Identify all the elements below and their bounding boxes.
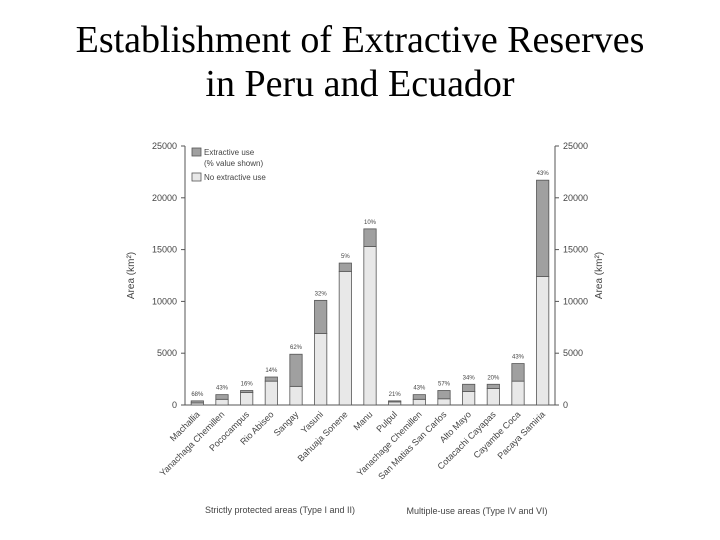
bar-extractive xyxy=(215,394,229,400)
bar-no-extractive xyxy=(314,333,328,406)
bar-extractive xyxy=(240,390,254,393)
bar-extractive xyxy=(437,390,451,400)
bar-extractive xyxy=(363,228,377,247)
y-axis-title-right: Area (km²) xyxy=(594,252,605,299)
bar-percent-label: 20% xyxy=(487,375,500,381)
y-tick-label-right: 15000 xyxy=(563,245,588,255)
y-tick-label-right: 10000 xyxy=(563,296,588,306)
bar-percent-label: 5% xyxy=(341,254,350,260)
bar-no-extractive xyxy=(388,401,402,406)
y-tick-label-left: 25000 xyxy=(152,141,177,151)
legend-swatch-extractive xyxy=(191,147,202,157)
bar-percent-label: 43% xyxy=(216,386,229,392)
bar-percent-label: 62% xyxy=(290,345,303,351)
legend-label-extractive: Extractive use xyxy=(204,148,255,157)
slide-title: Establishment of Extractive Reserves in … xyxy=(0,18,720,106)
y-tick-label-right: 25000 xyxy=(563,141,588,151)
bar-extractive xyxy=(190,400,204,404)
y-tick-label-left: 0 xyxy=(172,400,177,410)
y-tick-label-left: 15000 xyxy=(152,245,177,255)
slide-title-line2: in Peru and Ecuador xyxy=(205,63,515,105)
bar-extractive xyxy=(462,383,476,392)
y-tick-label-left: 5000 xyxy=(157,348,177,358)
bar-extractive xyxy=(338,262,352,272)
y-tick-label-left: 20000 xyxy=(152,193,177,203)
slide-title-line1: Establishment of Extractive Reserves xyxy=(75,19,645,61)
bar-percent-label: 21% xyxy=(389,392,402,398)
bar-no-extractive xyxy=(486,388,500,406)
bar-percent-label: 68% xyxy=(191,392,204,398)
bar-extractive xyxy=(412,394,426,400)
y-tick-label-left: 10000 xyxy=(152,296,177,306)
y-tick-label-right: 5000 xyxy=(563,348,583,358)
bar-extractive xyxy=(486,383,500,389)
bar-extractive xyxy=(536,179,550,277)
group-label-multiple: Multiple-use areas (Type IV and VI) xyxy=(406,506,547,516)
bar-extractive xyxy=(388,400,402,403)
x-category-label: Sangay xyxy=(272,409,301,438)
y-tick-label-right: 0 xyxy=(563,400,568,410)
legend-label-no-extractive: No extractive use xyxy=(204,173,266,182)
bar-no-extractive xyxy=(215,398,229,406)
bar-no-extractive xyxy=(363,246,377,406)
bar-no-extractive xyxy=(289,385,303,406)
bar-no-extractive xyxy=(462,391,476,406)
bar-percent-label: 32% xyxy=(315,291,328,297)
bar-extractive xyxy=(511,363,525,382)
legend-label-note: (% value shown) xyxy=(204,159,263,168)
legend-swatch-no-extractive xyxy=(191,172,202,182)
bar-no-extractive xyxy=(338,270,352,406)
bar-extractive xyxy=(314,299,328,334)
y-axis-title-left: Area (km²) xyxy=(126,252,137,299)
bar-percent-label: 43% xyxy=(413,386,426,392)
bar-no-extractive xyxy=(437,398,451,406)
bar-percent-label: 43% xyxy=(512,355,525,361)
bar-percent-label: 10% xyxy=(364,220,377,226)
x-category-label: Manu xyxy=(351,409,374,432)
bar-no-extractive xyxy=(264,380,278,406)
y-tick-label-right: 20000 xyxy=(563,193,588,203)
bar-percent-label: 34% xyxy=(463,375,476,381)
bar-percent-label: 43% xyxy=(537,171,550,177)
bar-no-extractive xyxy=(511,380,525,406)
bar-percent-label: 16% xyxy=(241,381,254,387)
bar-percent-label: 14% xyxy=(265,368,278,374)
bar-no-extractive xyxy=(536,276,550,406)
bar-percent-label: 57% xyxy=(438,381,451,387)
bar-extractive xyxy=(264,376,278,382)
bar-no-extractive xyxy=(412,398,426,406)
bar-extractive xyxy=(289,353,303,387)
group-label-strict: Strictly protected areas (Type I and II) xyxy=(205,505,355,515)
bar-no-extractive xyxy=(240,392,254,406)
